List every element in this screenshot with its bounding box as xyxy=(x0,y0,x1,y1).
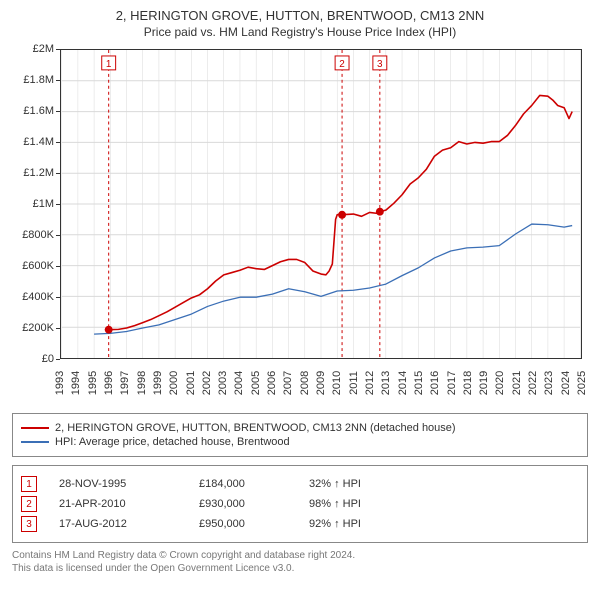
y-tick-label: £2M xyxy=(12,43,54,55)
x-tick-label: 2018 xyxy=(462,371,474,395)
sale-row: 2 21-APR-2010 £930,000 98% ↑ HPI xyxy=(21,496,579,512)
y-tick-label: £1.8M xyxy=(12,74,54,86)
y-tick-label: £800K xyxy=(12,229,54,241)
x-tick-label: 2000 xyxy=(168,371,180,395)
x-tick-label: 2011 xyxy=(348,371,360,395)
sale-date: 17-AUG-2012 xyxy=(59,518,189,530)
legend-swatch-2 xyxy=(21,441,49,442)
plot-svg: 1 2 3 xyxy=(60,49,582,359)
sale-date: 28-NOV-1995 xyxy=(59,478,189,490)
x-tick-label: 1993 xyxy=(54,371,66,395)
x-tick-label: 2001 xyxy=(185,371,197,395)
y-tick-label: £200K xyxy=(12,322,54,334)
sale-delta: 98% ↑ HPI xyxy=(309,498,429,510)
legend-label-2: HPI: Average price, detached house, Bren… xyxy=(55,436,290,448)
x-tick-label: 2004 xyxy=(233,371,245,395)
x-tick-label: 1999 xyxy=(152,371,164,395)
svg-text:1: 1 xyxy=(106,59,112,70)
y-tick-label: £400K xyxy=(12,291,54,303)
y-tick-label: £1M xyxy=(12,198,54,210)
legend-row-series1: 2, HERINGTON GROVE, HUTTON, BRENTWOOD, C… xyxy=(21,422,579,434)
title-line-2: Price paid vs. HM Land Registry's House … xyxy=(12,25,588,39)
svg-text:3: 3 xyxy=(377,59,383,70)
sale-date: 21-APR-2010 xyxy=(59,498,189,510)
sale-index-badge: 1 xyxy=(21,476,37,492)
legend-label-1: 2, HERINGTON GROVE, HUTTON, BRENTWOOD, C… xyxy=(55,422,456,434)
x-tick-label: 2009 xyxy=(315,371,327,395)
x-tick-label: 2015 xyxy=(413,371,425,395)
x-tick-label: 2016 xyxy=(429,371,441,395)
x-tick-label: 2002 xyxy=(201,371,213,395)
x-tick-label: 2013 xyxy=(380,371,392,395)
sales-box: 1 28-NOV-1995 £184,000 32% ↑ HPI 2 21-APR-201… xyxy=(12,465,588,543)
x-tick-label: 2008 xyxy=(299,371,311,395)
footer: Contains HM Land Registry data © Crown c… xyxy=(12,549,588,575)
legend-swatch-1 xyxy=(21,427,49,429)
legend-box: 2, HERINGTON GROVE, HUTTON, BRENTWOOD, C… xyxy=(12,413,588,457)
sale-index-badge: 3 xyxy=(21,516,37,532)
x-tick-label: 2007 xyxy=(282,371,294,395)
x-tick-label: 2023 xyxy=(543,371,555,395)
y-tick-label: £0 xyxy=(12,353,54,365)
sale-row: 1 28-NOV-1995 £184,000 32% ↑ HPI xyxy=(21,476,579,492)
x-tick-label: 2020 xyxy=(494,371,506,395)
sale-price: £184,000 xyxy=(199,478,299,490)
legend-row-series2: HPI: Average price, detached house, Bren… xyxy=(21,436,579,448)
sale-row: 3 17-AUG-2012 £950,000 92% ↑ HPI xyxy=(21,516,579,532)
x-tick-label: 1995 xyxy=(87,371,99,395)
x-tick-label: 2012 xyxy=(364,371,376,395)
x-tick-label: 1998 xyxy=(136,371,148,395)
x-tick-label: 2006 xyxy=(266,371,278,395)
x-tick-label: 2005 xyxy=(250,371,262,395)
x-tick-label: 1994 xyxy=(70,371,82,395)
sale-price: £950,000 xyxy=(199,518,299,530)
sale-delta: 32% ↑ HPI xyxy=(309,478,429,490)
x-tick-label: 1997 xyxy=(119,371,131,395)
sale-index-badge: 2 xyxy=(21,496,37,512)
svg-text:2: 2 xyxy=(339,59,345,70)
x-tick-label: 2017 xyxy=(446,371,458,395)
footer-line-1: Contains HM Land Registry data © Crown c… xyxy=(12,549,588,562)
chart-titles: 2, HERINGTON GROVE, HUTTON, BRENTWOOD, C… xyxy=(12,8,588,39)
x-tick-label: 1996 xyxy=(103,371,115,395)
y-tick-label: £1.4M xyxy=(12,136,54,148)
x-tick-label: 2022 xyxy=(527,371,539,395)
sale-price: £930,000 xyxy=(199,498,299,510)
chart-area: 1 2 3 £0 £200K £400K £600K £800K £1M £1.2M £1.4M £… xyxy=(12,45,588,405)
x-tick-label: 2025 xyxy=(576,371,588,395)
x-tick-label: 2014 xyxy=(397,371,409,395)
x-tick-label: 2010 xyxy=(331,371,343,395)
y-tick-label: £600K xyxy=(12,260,54,272)
y-tick-label: £1.2M xyxy=(12,167,54,179)
title-line-1: 2, HERINGTON GROVE, HUTTON, BRENTWOOD, C… xyxy=(12,8,588,23)
y-tick-label: £1.6M xyxy=(12,105,54,117)
sale-delta: 92% ↑ HPI xyxy=(309,518,429,530)
footer-line-2: This data is licensed under the Open Gov… xyxy=(12,562,588,575)
x-tick-label: 2021 xyxy=(511,371,523,395)
x-tick-label: 2019 xyxy=(478,371,490,395)
x-tick-label: 2003 xyxy=(217,371,229,395)
x-tick-label: 2024 xyxy=(560,371,572,395)
